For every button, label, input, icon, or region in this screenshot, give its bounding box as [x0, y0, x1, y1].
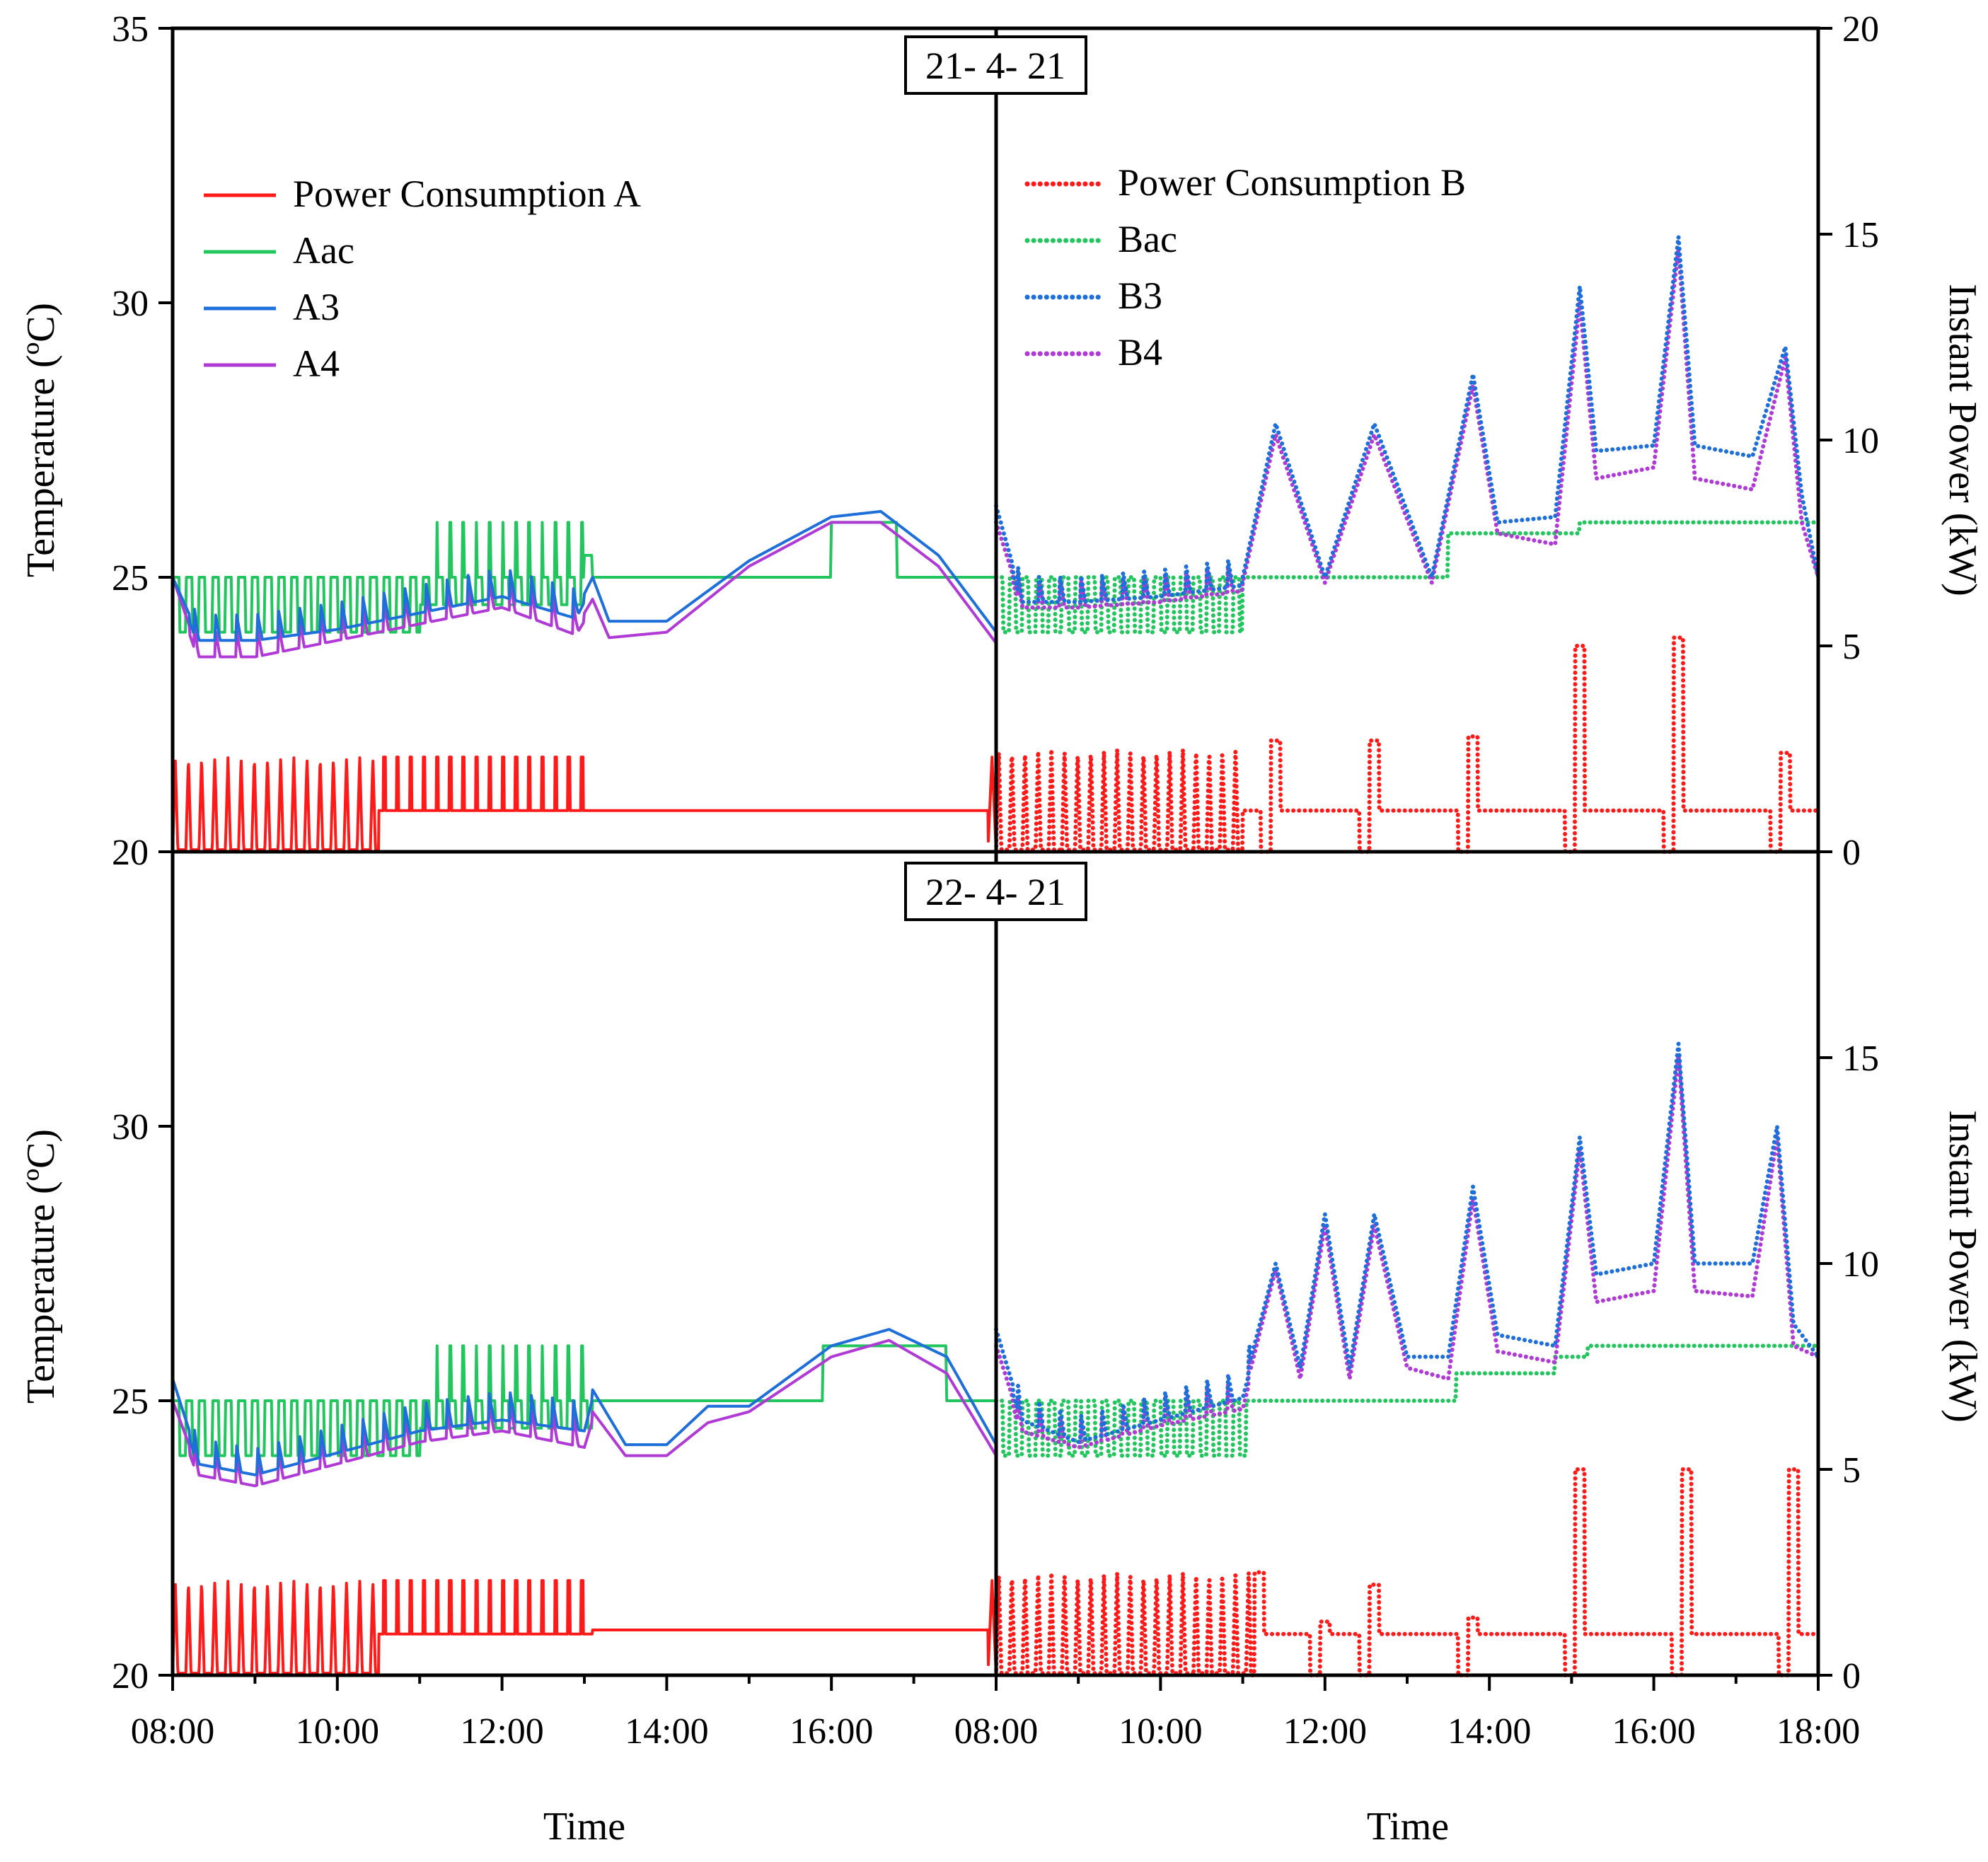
right-axis-tick-label: 15 [1842, 1039, 1879, 1079]
x-axis-tick-label-left: 16:00 [790, 1711, 873, 1752]
right-axis-title-bottom: Instant Power (kW) [1941, 1110, 1984, 1423]
date-label-top: 21- 4- 21 [925, 45, 1065, 87]
panel-2-series-b [994, 1041, 1820, 1677]
date-box-top: 21- 4- 21 [904, 35, 1087, 95]
left-axis-title-bottom: Temperature (ºC) [19, 1129, 63, 1404]
x-axis-tick-label-right: 14:00 [1447, 1711, 1531, 1752]
series-a3-line [171, 509, 998, 642]
x-axis-tick-label-left: 14:00 [625, 1711, 708, 1752]
date-box-bottom: 22- 4- 21 [904, 862, 1087, 921]
legend-right-label-sensor4: B4 [1118, 331, 1162, 374]
series-a3-line [171, 1328, 998, 1476]
legend-left-label-ac: Aac [293, 229, 354, 272]
ticks-layer: 20 25 30 35 0 5 10 15 20 20 25 30 0 5 10 15 08:00 10:00 12… [112, 9, 1879, 1752]
x-axis-tick-label-right: 12:00 [1283, 1711, 1367, 1752]
series-a-power-line [171, 1579, 998, 1677]
panel-1-series-a [171, 509, 998, 853]
legend-left: Power Consumption A Aac A3 A4 [204, 173, 641, 385]
right-axis-title-top: Instant Power (kW) [1941, 284, 1984, 596]
panel-1-series-b [994, 234, 1820, 854]
legend-right-label-ac: Bac [1118, 218, 1177, 260]
right-axis-tick-label: 15 [1842, 215, 1879, 255]
left-axis-tick-label: 35 [112, 9, 149, 50]
left-axis-tick-label: 30 [112, 1107, 149, 1147]
panel-2-series-a [171, 1328, 998, 1677]
left-axis-tick-label: 30 [112, 284, 149, 324]
legend-left-label-sensor3: A3 [293, 286, 340, 328]
x-axis-title-left: Time [543, 1805, 625, 1849]
legend-right-label-sensor3: B3 [1118, 274, 1162, 317]
legend-left-label-power: Power Consumption A [293, 173, 641, 215]
left-axis-tick-label: 20 [112, 833, 149, 873]
date-box-top-frame [904, 35, 1087, 95]
series-b3-line [994, 234, 1820, 604]
x-axis-title-right: Time [1367, 1805, 1449, 1849]
series-bac-line [994, 1343, 1820, 1458]
x-axis-tick-label-right: 08:00 [954, 1711, 1038, 1752]
series-b3-line [994, 1041, 1820, 1445]
series-bac-line [994, 520, 1820, 635]
x-axis-tick-label-right: 10:00 [1119, 1711, 1202, 1752]
legend-left-label-sensor4: A4 [293, 342, 340, 385]
right-axis-tick-label: 10 [1842, 1244, 1879, 1285]
series-a4-line [171, 521, 998, 659]
series-aac-line [172, 1344, 997, 1457]
right-axis-tick-label: 5 [1842, 1450, 1861, 1491]
left-axis-tick-label: 20 [112, 1656, 149, 1696]
right-axis-tick-label: 0 [1842, 833, 1861, 873]
left-axis-tick-label: 25 [112, 558, 149, 598]
right-axis-tick-label: 5 [1842, 627, 1861, 667]
series-a-power-line [171, 756, 998, 853]
right-axis-tick-label: 10 [1842, 421, 1879, 461]
date-label-bottom: 22- 4- 21 [925, 871, 1065, 913]
left-axis-tick-label: 25 [112, 1382, 149, 1422]
series-b-power-line [994, 1467, 1820, 1677]
series-layer [171, 234, 1820, 1677]
x-axis-tick-label-left: 08:00 [131, 1711, 214, 1752]
legend-right-label-power: Power Consumption B [1118, 161, 1466, 204]
series-a4-line [171, 1338, 998, 1488]
x-axis-tick-label-left: 12:00 [460, 1711, 543, 1752]
x-axis-tick-label-right: 18:00 [1776, 1711, 1860, 1752]
right-axis-tick-label: 0 [1842, 1656, 1861, 1696]
series-b-power-line [994, 635, 1820, 854]
legend-right: Power Consumption B Bac B3 B4 [1024, 161, 1466, 374]
series-b4-line [994, 245, 1820, 610]
x-axis-tick-label-right: 16:00 [1612, 1711, 1695, 1752]
x-axis-tick-label-left: 10:00 [296, 1711, 379, 1752]
right-axis-tick-label: 20 [1842, 9, 1879, 50]
left-axis-title-top: Temperature (ºC) [19, 303, 63, 577]
date-box-bottom-frame [904, 862, 1087, 921]
